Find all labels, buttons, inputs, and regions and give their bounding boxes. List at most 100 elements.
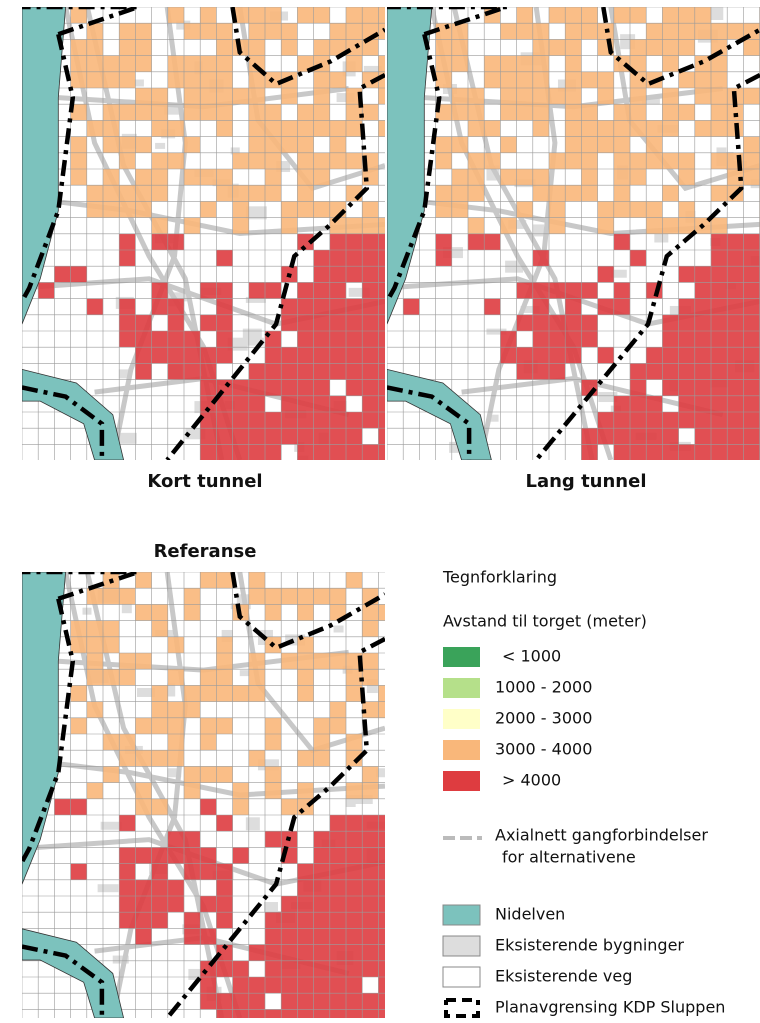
grid-cell [313,250,330,267]
grid-cell [662,23,679,40]
grid-cell [135,653,152,670]
grid-cell [678,201,695,218]
grid-cell [362,993,379,1010]
grid-cell [184,88,201,105]
grid-cell [484,120,501,137]
grid-cell [70,717,87,734]
grid-cell [265,444,282,460]
grid-cell [435,71,452,88]
grid-cell [329,831,346,848]
grid-cell [500,71,517,88]
grid-cell [151,185,168,202]
grid-cell [581,428,598,445]
grid-cell [362,944,379,961]
grid-cell [678,395,695,412]
grid-cell [346,104,363,121]
grid-cell [613,412,630,429]
grid-cell [216,815,233,832]
grid-cell [200,863,217,880]
grid-cell [200,71,217,88]
grid-cell [451,23,468,40]
grid-cell [248,7,265,24]
building [242,337,264,346]
grid-cell [216,120,233,137]
building [176,20,191,30]
grid-cell [281,428,298,445]
grid-cell [248,55,265,72]
grid-cell [329,815,346,832]
legend-label: Eksisterende bygninger [495,936,684,955]
grid-cell [743,363,760,380]
grid-cell [232,798,249,815]
grid-cell [565,7,582,24]
grid-cell [711,444,728,460]
grid-cell [151,912,168,929]
grid-cell [581,185,598,202]
grid-cell [281,201,298,218]
grid-cell [313,734,330,751]
grid-cell [184,847,201,864]
grid-cell [378,993,385,1010]
grid-cell [86,201,103,218]
grid-cell [216,960,233,977]
grid-cell [662,331,679,348]
grid-cell [200,766,217,783]
grid-cell [694,428,711,445]
grid-cell [532,104,549,121]
grid-cell [662,120,679,137]
grid-cell [70,104,87,121]
plan-boundary [22,385,105,460]
grid-cell [549,201,566,218]
grid-cell [86,55,103,72]
plan-boundary [22,33,76,303]
grid-cell [362,701,379,718]
grid-cell [248,750,265,767]
grid-cell [329,977,346,994]
grid-cell [678,104,695,121]
grid-cell [378,847,385,864]
grid-cell [565,298,582,315]
grid-cell [362,395,379,412]
grid-cell [103,185,120,202]
grid-cell [694,314,711,331]
grid-cell [484,55,501,72]
grid-cell [362,766,379,783]
grid-cell [232,185,249,202]
grid-cell [630,428,647,445]
grid-cell [549,39,566,56]
building [508,219,527,229]
grid-cell [232,395,249,412]
grid-cell [727,412,744,429]
road [110,572,188,1018]
grid-cell [329,863,346,880]
grid-cell [329,993,346,1010]
grid-cell [216,428,233,445]
building [188,968,203,980]
grid-cell [346,928,363,945]
grid-cell [119,734,136,751]
grid-cell [200,7,217,24]
grid-cell [346,314,363,331]
grid-cell [378,266,385,283]
grid-cell [346,831,363,848]
grid-cell [362,71,379,88]
grid-cell [362,217,379,234]
grid-cell [378,912,385,929]
grid-cell [329,1009,346,1018]
grid-cell [662,428,679,445]
grid-cell [135,572,152,589]
grid-cell [378,55,385,72]
grid-cell [484,71,501,88]
grid-cell [662,314,679,331]
grid-cell [329,960,346,977]
grid-cell [711,314,728,331]
grid-cell [662,444,679,460]
grid-cell [135,347,152,364]
grid-cell [613,136,630,153]
grid-cell [297,104,314,121]
grid-cell [346,669,363,686]
grid-cell [119,863,136,880]
grid-cell [346,217,363,234]
grid-cell [516,88,533,105]
grid-cell [630,104,647,121]
